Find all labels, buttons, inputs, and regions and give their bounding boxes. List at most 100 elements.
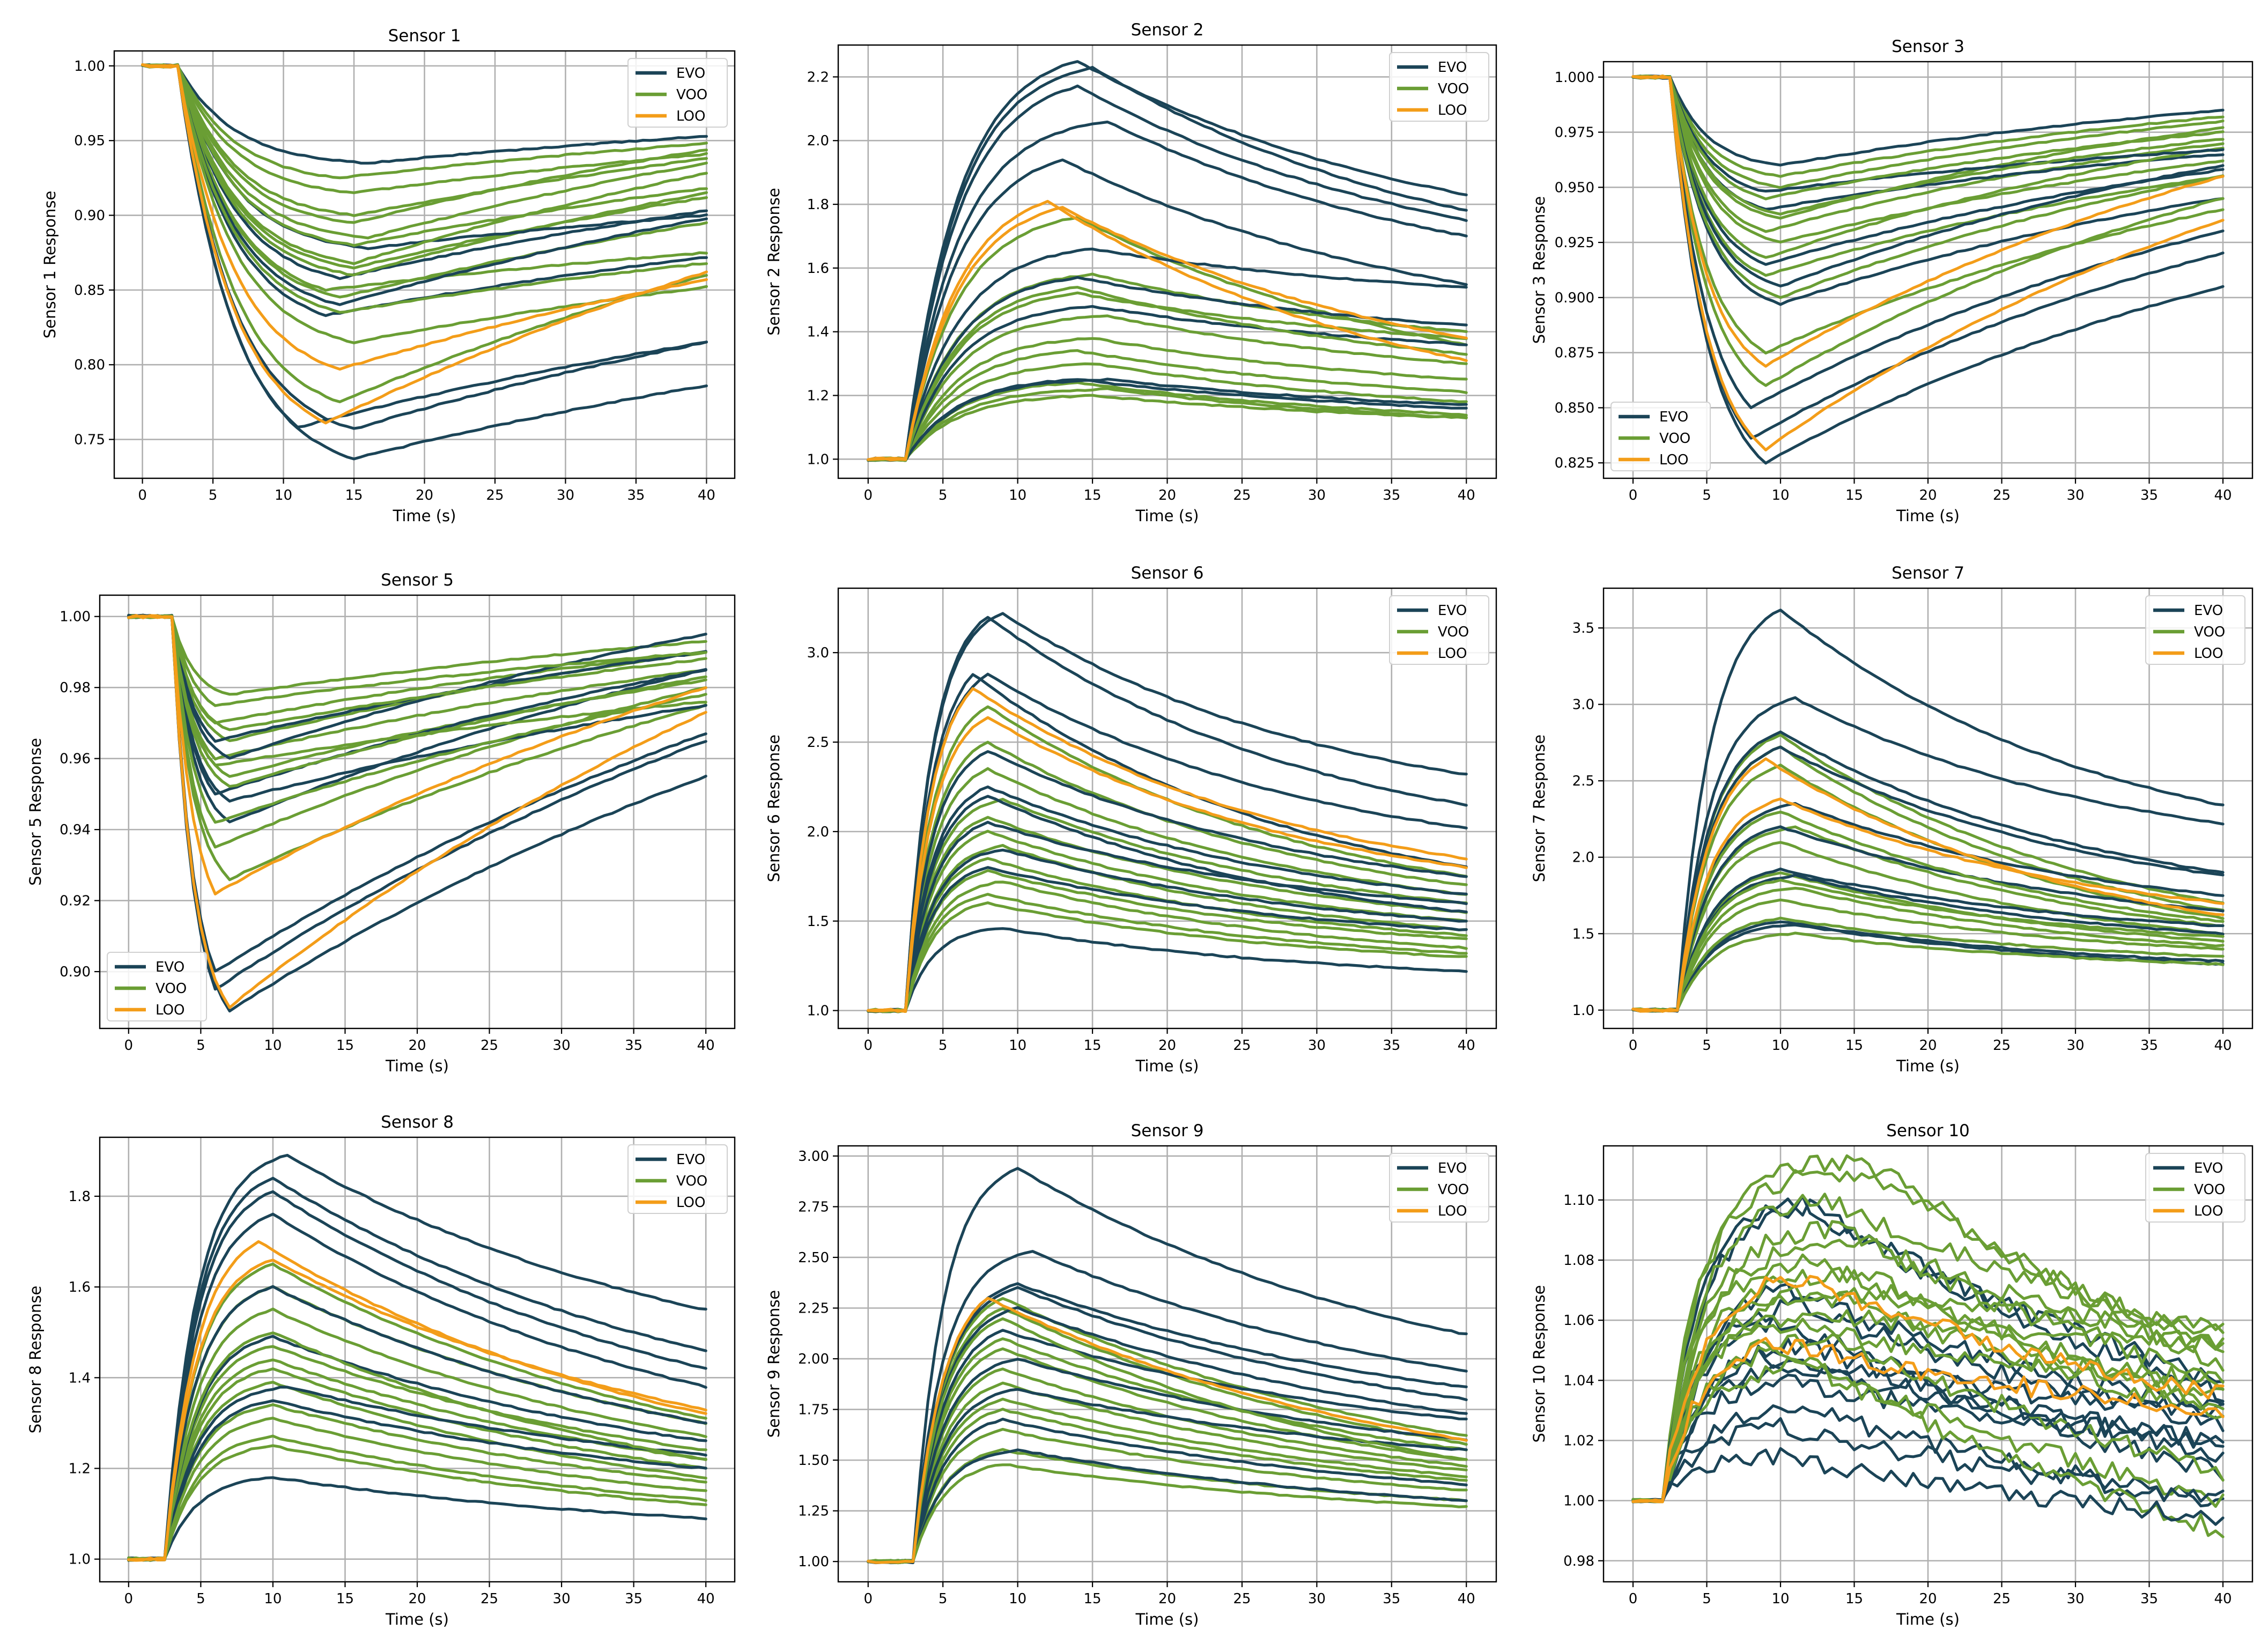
legend-label-evo: EVO xyxy=(1438,603,1467,619)
x-tick-label: 0 xyxy=(1629,1591,1638,1607)
x-tick-label: 30 xyxy=(2066,487,2084,503)
evo-series-line xyxy=(127,1153,707,1561)
evo-series-line xyxy=(867,1250,1468,1564)
y-axis-label: Sensor 9 Response xyxy=(765,1290,783,1438)
axis-ticks: 0 5 10 15 20 25 30 35 40 1.0 1.5 2.0 2.5 3.0 3.5 xyxy=(1572,620,2232,1054)
axis-ticks: 0 5 10 15 20 25 30 35 40 1.00 1.25 1.50 1.75 2.00 2.25… xyxy=(798,1149,1475,1607)
y-axis-label: Sensor 6 Response xyxy=(765,735,783,883)
evo-series-line xyxy=(127,1399,707,1562)
evo-series-line xyxy=(1631,1198,2225,1504)
loo-series-line xyxy=(1631,75,2225,451)
y-tick-label: 2.0 xyxy=(807,824,829,840)
x-tick-label: 15 xyxy=(1084,487,1102,503)
evo-series-line xyxy=(127,613,707,991)
legend-box xyxy=(2145,1153,2245,1223)
panel-title: Sensor 7 xyxy=(1892,564,1964,583)
evo-series-line xyxy=(127,1285,707,1562)
x-tick-label: 40 xyxy=(697,1038,715,1054)
legend-label-voo: VOO xyxy=(1659,431,1690,447)
x-tick-label: 5 xyxy=(939,1038,948,1054)
loo-series-line xyxy=(127,1258,707,1561)
evo-series-line xyxy=(867,927,1468,1013)
y-tick-label: 1.0 xyxy=(1572,1003,1594,1019)
voo-series-line xyxy=(867,1463,1468,1564)
y-tick-label: 0.875 xyxy=(1555,345,1594,361)
x-tick-label: 40 xyxy=(1458,1038,1475,1054)
axis-ticks: 0 5 10 15 20 25 30 35 40 0.98 1.00 1.02 1.04 1.06 1.08… xyxy=(1563,1193,2232,1607)
x-tick-label: 5 xyxy=(196,1038,205,1054)
x-tick-label: 0 xyxy=(863,1591,873,1607)
evo-series-line xyxy=(1631,825,2225,1013)
x-tick-label: 35 xyxy=(2140,487,2158,503)
voo-series-line xyxy=(1631,75,2225,355)
series-lines xyxy=(141,63,708,461)
evo-series-line xyxy=(867,1417,1468,1564)
voo-series-line xyxy=(127,614,707,731)
loo-series-line xyxy=(127,614,707,895)
series-lines xyxy=(867,60,1468,462)
voo-series-line xyxy=(867,1397,1468,1563)
voo-series-line xyxy=(1631,75,2225,216)
legend-label-evo: EVO xyxy=(2194,603,2223,619)
evo-series-line xyxy=(127,613,707,760)
evo-series-line xyxy=(1631,1404,2225,1508)
x-tick-label: 35 xyxy=(627,487,645,503)
voo-series-line xyxy=(1631,75,2225,387)
x-tick-label: 15 xyxy=(1845,1038,1863,1054)
y-axis-label: Sensor 5 Response xyxy=(26,738,45,886)
x-axis-label: Time (s) xyxy=(1896,1057,1960,1075)
y-tick-label: 2.00 xyxy=(798,1351,829,1367)
legend-label-voo: VOO xyxy=(676,87,707,103)
y-tick-label: 0.96 xyxy=(60,751,91,767)
y-tick-label: 1.4 xyxy=(69,1370,91,1386)
voo-series-line xyxy=(127,1381,707,1562)
evo-series-line xyxy=(1631,75,2225,287)
x-tick-label: 15 xyxy=(1845,487,1863,503)
y-tick-label: 0.850 xyxy=(1555,400,1594,416)
x-tick-label: 10 xyxy=(1771,1591,1789,1607)
evo-series-line xyxy=(127,614,707,973)
y-tick-label: 1.0 xyxy=(807,1003,829,1019)
evo-series-line xyxy=(867,820,1468,1013)
x-tick-label: 40 xyxy=(697,1591,715,1607)
evo-series-line xyxy=(1631,75,2225,465)
y-axis-label: Sensor 2 Response xyxy=(765,188,783,336)
x-tick-label: 35 xyxy=(625,1038,642,1054)
voo-series-line xyxy=(1631,916,2225,1013)
legend-label-evo: EVO xyxy=(1438,1160,1467,1176)
y-tick-label: 1.75 xyxy=(798,1402,829,1418)
voo-series-line xyxy=(867,843,1468,1013)
y-tick-label: 0.80 xyxy=(74,357,105,373)
voo-series-line xyxy=(141,64,708,194)
x-tick-label: 0 xyxy=(863,487,873,503)
y-tick-label: 1.8 xyxy=(69,1189,91,1205)
loo-series-line xyxy=(127,614,707,1009)
evo-series-line xyxy=(867,848,1468,1013)
voo-series-line xyxy=(141,63,708,180)
voo-series-line xyxy=(1631,878,2225,1012)
voo-series-line xyxy=(1631,841,2225,1013)
voo-series-line xyxy=(867,387,1468,462)
x-tick-label: 25 xyxy=(481,1038,498,1054)
voo-series-line xyxy=(127,1331,707,1561)
y-tick-label: 1.06 xyxy=(1563,1313,1594,1329)
legend-box xyxy=(1610,402,1711,471)
x-tick-label: 25 xyxy=(1233,1591,1251,1607)
x-tick-label: 35 xyxy=(1383,1038,1400,1054)
legend-label-evo: EVO xyxy=(2194,1160,2223,1176)
voo-series-line xyxy=(127,1444,707,1561)
x-tick-label: 40 xyxy=(1458,487,1475,503)
evo-series-line xyxy=(867,750,1468,1013)
legend-box xyxy=(107,952,207,1021)
legend-label-loo: LOO xyxy=(2194,646,2223,662)
evo-series-line xyxy=(867,1329,1468,1565)
x-tick-label: 20 xyxy=(408,1591,426,1607)
panel-title: Sensor 5 xyxy=(381,571,454,590)
evo-series-line xyxy=(127,1176,707,1562)
legend-label-loo: LOO xyxy=(156,1002,185,1018)
y-tick-label: 0.90 xyxy=(60,964,91,980)
evo-series-line xyxy=(1631,745,2225,1013)
voo-series-line xyxy=(867,349,1468,462)
evo-series-line xyxy=(1631,75,2225,306)
